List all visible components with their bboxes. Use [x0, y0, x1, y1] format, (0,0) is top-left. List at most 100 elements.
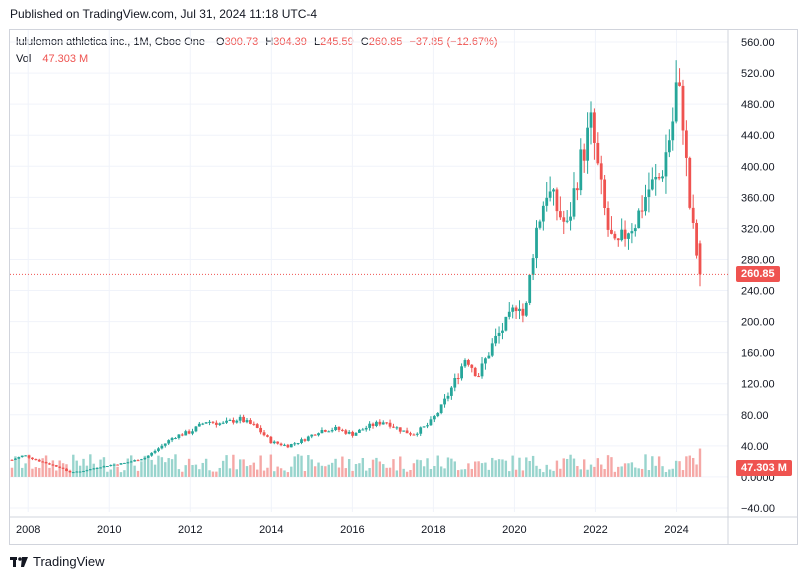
candle-body — [572, 188, 576, 217]
candle-body — [300, 439, 303, 443]
volume-bar — [61, 463, 65, 477]
volume-bar — [399, 456, 402, 477]
volume-bar — [300, 455, 303, 477]
volume-bar — [262, 470, 266, 477]
candle-body — [327, 431, 331, 433]
candle-body — [698, 243, 702, 275]
volume-bar — [85, 465, 89, 477]
volume-bar — [691, 457, 695, 477]
volume-bar — [310, 459, 313, 477]
candle-body — [58, 466, 62, 468]
candle-body — [334, 426, 337, 431]
volume-bar — [273, 471, 276, 477]
candle-body — [279, 443, 283, 446]
candle-body — [504, 316, 508, 331]
volume-bar — [678, 461, 681, 477]
candle-body — [34, 459, 38, 461]
volume-bar — [589, 464, 593, 477]
candle-body — [569, 216, 572, 221]
footer-brand[interactable]: TradingView — [10, 554, 105, 569]
candle-body — [160, 445, 164, 449]
volume-bar — [681, 470, 685, 477]
volume-bar — [647, 470, 651, 477]
candle-body — [259, 427, 263, 433]
volume-bar — [116, 466, 119, 477]
candle-body — [494, 335, 498, 344]
volume-bar — [569, 454, 572, 477]
candle-body — [616, 238, 620, 241]
volume-bar — [559, 468, 562, 477]
candle-body — [347, 431, 351, 434]
candle-body — [623, 229, 627, 239]
volume-bar — [221, 460, 225, 477]
volume-bar — [34, 467, 38, 477]
candle-body — [565, 220, 569, 222]
candle-body — [548, 191, 552, 198]
volume-bar — [136, 470, 140, 477]
candle-body — [208, 421, 211, 423]
candle-body — [453, 378, 457, 388]
candle-body — [562, 217, 566, 222]
candle-body — [484, 358, 487, 364]
volume-bar — [371, 459, 375, 477]
volume-bar — [198, 469, 201, 477]
volume-bar — [334, 458, 337, 477]
candle-body — [61, 467, 65, 469]
candle-body — [381, 422, 385, 425]
volume-bar — [119, 472, 123, 477]
candle-body — [313, 434, 317, 436]
candle-body — [606, 207, 610, 230]
volume-bar — [518, 457, 521, 477]
volume-bar — [388, 467, 392, 477]
volume-bar — [31, 468, 34, 477]
candle-body — [249, 420, 252, 424]
volume-bar — [164, 462, 167, 477]
volume-bar — [313, 466, 317, 477]
candle-body — [235, 420, 239, 423]
candle-body — [20, 455, 24, 458]
volume-bar — [48, 467, 51, 477]
volume-bar — [27, 454, 31, 477]
candle-body — [657, 176, 661, 179]
volume-bar — [41, 458, 44, 477]
year-tick-label: 2018 — [421, 524, 445, 536]
volume-bar — [181, 471, 184, 477]
volume-bar — [395, 470, 399, 477]
volume-bar — [358, 463, 361, 477]
volume-bar — [167, 458, 170, 477]
volume-bar — [664, 471, 668, 477]
candle-body — [170, 438, 174, 441]
volume-bar — [17, 458, 21, 477]
volume-bar — [293, 456, 296, 477]
volume-bar — [531, 455, 535, 477]
volume-bar — [521, 470, 525, 477]
candle-body — [541, 205, 545, 222]
candle-body — [593, 112, 596, 143]
candle-body — [71, 472, 75, 474]
candle-body — [337, 426, 341, 430]
volume-bar — [286, 472, 290, 477]
candle-body — [303, 439, 307, 441]
volume-bar — [58, 460, 61, 477]
volume-bar — [307, 455, 310, 477]
candle-body — [225, 420, 228, 423]
volume-bar — [143, 455, 147, 477]
volume-bar — [365, 470, 368, 477]
volume-bar — [640, 468, 644, 477]
volume-bar — [283, 470, 286, 477]
candle-body — [48, 463, 51, 465]
candle-body — [385, 422, 389, 424]
volume-bar — [256, 469, 259, 477]
candle-body — [293, 443, 297, 445]
candle-body — [538, 221, 542, 228]
price-tick-label: 40.00 — [741, 441, 769, 453]
volume-bar — [215, 471, 218, 477]
candle-body — [473, 367, 477, 377]
candle-body — [92, 468, 96, 470]
candle-body — [218, 423, 222, 425]
candle-body — [586, 127, 590, 161]
volume-bar — [95, 467, 99, 477]
candle-body — [133, 460, 137, 462]
candle-body — [419, 427, 423, 434]
